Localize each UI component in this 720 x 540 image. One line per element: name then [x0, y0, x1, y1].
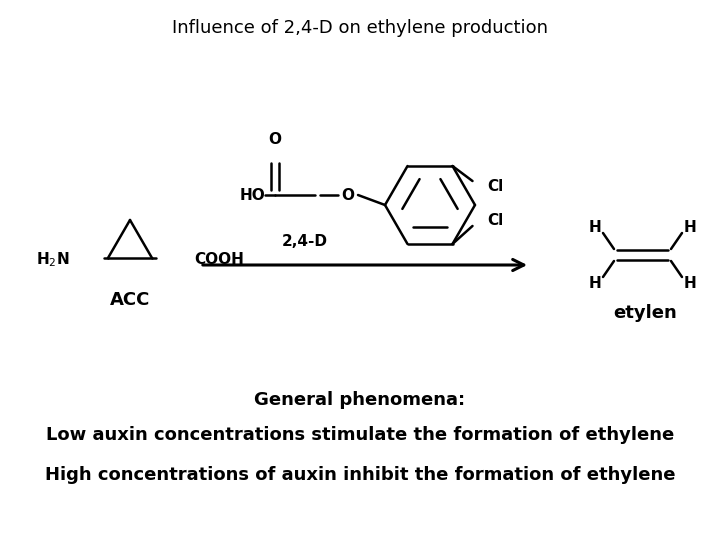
Text: Cl: Cl [487, 213, 504, 228]
Text: 2,4-D: 2,4-D [282, 234, 328, 249]
Text: High concentrations of auxin inhibit the formation of ethylene: High concentrations of auxin inhibit the… [45, 466, 675, 484]
Text: O: O [269, 132, 282, 147]
Text: Low auxin concentrations stimulate the formation of ethylene: Low auxin concentrations stimulate the f… [46, 426, 674, 444]
Text: H: H [589, 219, 601, 234]
Text: H$_2$N: H$_2$N [37, 251, 70, 269]
Text: COOH: COOH [194, 253, 244, 267]
Text: HO: HO [239, 187, 265, 202]
Text: General phenomena:: General phenomena: [254, 391, 466, 409]
Text: etylen: etylen [613, 304, 677, 322]
Text: Influence of 2,4-D on ethylene production: Influence of 2,4-D on ethylene productio… [172, 19, 548, 37]
Text: H: H [683, 219, 696, 234]
Text: Cl: Cl [487, 179, 504, 193]
Text: H: H [589, 275, 601, 291]
Text: O: O [341, 187, 354, 202]
Text: H: H [683, 275, 696, 291]
Text: ACC: ACC [110, 291, 150, 309]
